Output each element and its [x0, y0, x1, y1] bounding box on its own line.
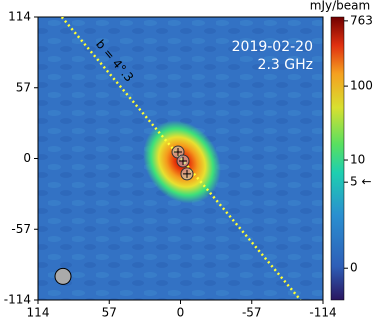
- colorbar-tick-label: 5 ←: [350, 175, 372, 189]
- colorbar: [330, 16, 345, 301]
- y-tick-label: -57: [11, 222, 31, 236]
- x-tick-label: 57: [102, 306, 117, 320]
- x-tick-label: -114: [309, 306, 336, 320]
- colorbar-tick-label: 100: [350, 79, 373, 93]
- y-tick-label: 0: [23, 151, 31, 165]
- annotation: 2019-02-20: [232, 39, 313, 55]
- colorbar-tick-label: 0: [350, 261, 358, 275]
- x-tick-label: 114: [27, 306, 50, 320]
- y-tick-label: 57: [16, 80, 31, 94]
- x-tick-label: 0: [177, 306, 185, 320]
- overlay: [54, 17, 302, 300]
- component-center: [174, 148, 182, 157]
- x-tick-label: -57: [242, 306, 262, 320]
- colorbar-tick-label: 763: [350, 13, 373, 27]
- y-tick-label: -114: [4, 293, 31, 307]
- y-tick-label: 114: [8, 10, 31, 24]
- annotation: 2.3 GHz: [258, 57, 313, 73]
- component-center: [179, 156, 187, 165]
- colorbar-label: mJy/beam: [310, 0, 370, 13]
- beam: [54, 267, 72, 285]
- component-center: [183, 169, 191, 178]
- colorbar-tick-label: 10: [350, 153, 365, 167]
